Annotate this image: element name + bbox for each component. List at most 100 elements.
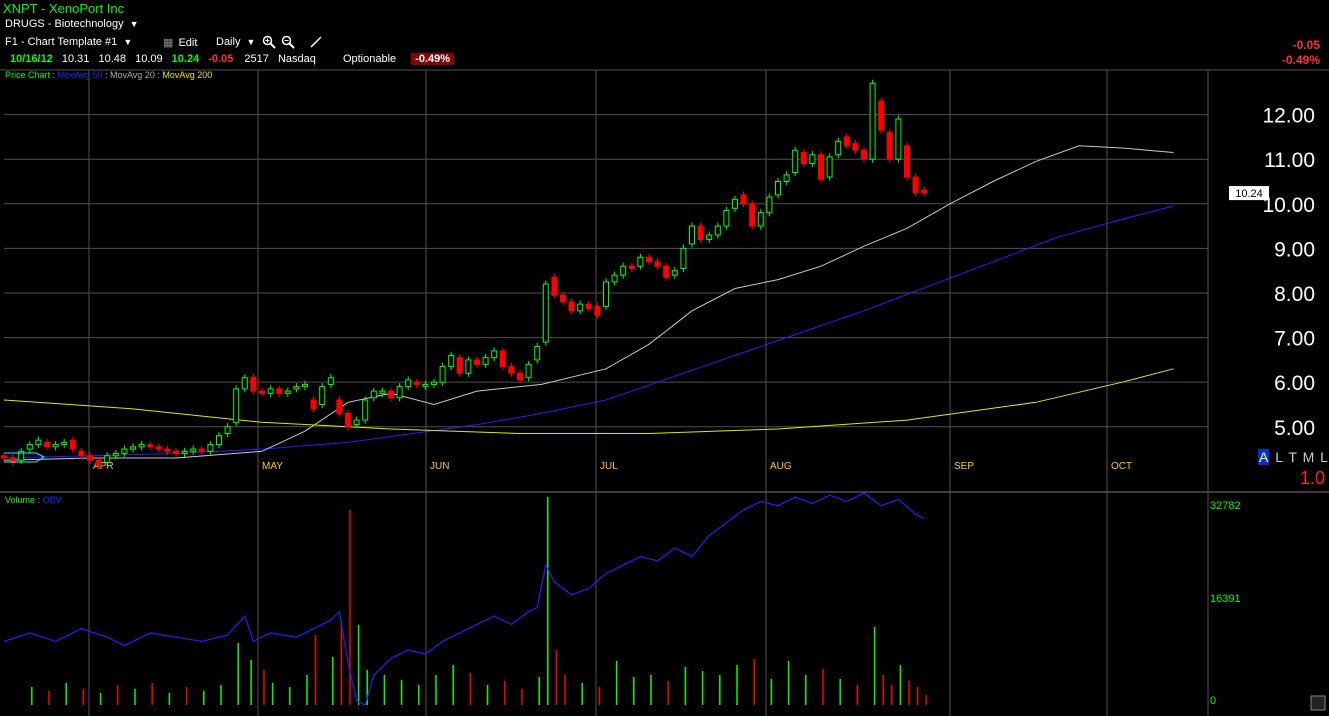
candle-up <box>35 439 42 446</box>
mode-button-t[interactable]: T <box>1288 449 1297 465</box>
candle-up <box>869 82 876 160</box>
price-legend: Price Chart : MovAvg 50 : MovAvg 20 : Mo… <box>5 70 212 80</box>
candle-up <box>792 149 799 174</box>
candle-up <box>61 441 68 446</box>
candle-up <box>775 180 781 196</box>
month-label: SEP <box>954 461 974 472</box>
candle-down <box>69 439 76 450</box>
candle-up <box>353 419 360 426</box>
quote-volume: 2517 <box>244 53 269 65</box>
candle-up <box>52 444 59 448</box>
candle-up <box>130 446 136 450</box>
legend-ma200: MovAvg 200 <box>162 70 213 80</box>
candle-up <box>542 283 549 343</box>
candle-up <box>766 196 773 214</box>
quote-last: 10.24 <box>171 53 200 65</box>
candle-down <box>654 261 661 267</box>
candle-up <box>190 448 197 452</box>
candle-down <box>250 377 257 392</box>
candle-up <box>181 450 188 455</box>
candle-up <box>637 256 644 267</box>
legend-sep: : <box>157 70 160 80</box>
candle-up <box>26 444 33 450</box>
candle-up <box>422 383 429 388</box>
candle-up <box>370 390 377 399</box>
candle-down <box>912 176 919 194</box>
candle-down <box>878 100 885 131</box>
candle-up <box>809 154 816 165</box>
candle-up <box>216 435 222 446</box>
candle-down <box>259 390 265 394</box>
scroll-right-button <box>1310 695 1326 711</box>
quote-date: 10/16/12 <box>10 53 53 65</box>
price-tick-label: 7.00 <box>1274 328 1315 351</box>
candle-up <box>138 444 145 448</box>
candle-down <box>155 446 162 450</box>
watchlist-label: DRUGS - Biotechnology <box>5 18 124 30</box>
price-tick-label: 12.00 <box>1262 105 1315 128</box>
quote-open: 10.31 <box>61 53 90 65</box>
edit-button[interactable]: ▦ Edit <box>163 36 197 49</box>
period-dropdown[interactable]: Daily ▼ <box>216 36 255 48</box>
candle-down <box>87 455 93 461</box>
candle-up <box>826 156 833 178</box>
candle-up <box>671 270 678 276</box>
candle-down <box>517 372 523 381</box>
candle-down <box>646 256 652 263</box>
legend-ma20: MovAvg 20 <box>109 70 155 80</box>
mode-button-l[interactable]: L <box>1275 449 1283 465</box>
candle-up <box>112 453 119 457</box>
candle-up <box>525 363 532 379</box>
optionable-label: Optionable <box>342 53 397 65</box>
candle-up <box>224 426 231 434</box>
month-label: AUG <box>770 461 792 472</box>
template-dropdown[interactable]: F1 - Chart Template #1 ▼ <box>5 36 132 48</box>
month-label: JUN <box>430 461 449 472</box>
candle-down <box>95 459 102 466</box>
price-tick-label: 8.00 <box>1274 283 1315 306</box>
change-pct-badge: -0.49% <box>411 53 455 65</box>
candle-up <box>241 377 248 390</box>
price-tick-label: 5.00 <box>1274 417 1315 440</box>
legend-price-chart: Price Chart <box>5 70 51 80</box>
legend-sep: : <box>104 70 108 80</box>
candle-down <box>861 149 867 160</box>
candle-down <box>585 303 592 310</box>
mode-button-m[interactable]: M <box>1302 449 1315 465</box>
candle-down <box>749 203 756 227</box>
candle-up <box>706 234 713 240</box>
zoom-in-icon[interactable] <box>262 35 276 54</box>
price-tick-label: 11.00 <box>1264 149 1315 172</box>
candle-up <box>835 140 842 156</box>
right-change: -0.05 <box>1292 38 1320 52</box>
candle-up <box>405 379 412 388</box>
watchlist-dropdown[interactable]: DRUGS - Biotechnology ▼ <box>5 18 139 30</box>
candle-up <box>431 381 437 385</box>
candle-down <box>1 455 7 459</box>
legend-sep: : <box>52 70 56 80</box>
candle-down <box>44 441 50 448</box>
scale-factor: 1.0 <box>1300 468 1326 488</box>
quote-exchange: Nasdaq <box>277 53 316 65</box>
candle-down <box>388 390 394 399</box>
candle-down <box>173 450 179 455</box>
edit-grid-icon: ▦ <box>163 37 174 49</box>
candle-up <box>689 225 695 245</box>
candle-down <box>474 359 480 365</box>
chevron-down-icon: ▼ <box>123 37 133 47</box>
mode-button-l2[interactable]: L <box>1320 449 1328 465</box>
candle-down <box>886 131 893 160</box>
candle-down <box>818 154 824 180</box>
candle-down <box>413 381 420 385</box>
obv-line <box>3 492 925 706</box>
mode-button-a[interactable]: A <box>1258 449 1270 465</box>
zoom-out-icon[interactable] <box>281 35 295 54</box>
draw-line-icon[interactable] <box>309 35 323 54</box>
candle-up <box>319 386 326 405</box>
scale-mode-buttons: A L T M L <box>1258 449 1328 465</box>
candle-down <box>336 399 343 414</box>
candle-down <box>499 350 506 368</box>
candle-down <box>697 225 704 240</box>
candle-up <box>448 354 455 368</box>
